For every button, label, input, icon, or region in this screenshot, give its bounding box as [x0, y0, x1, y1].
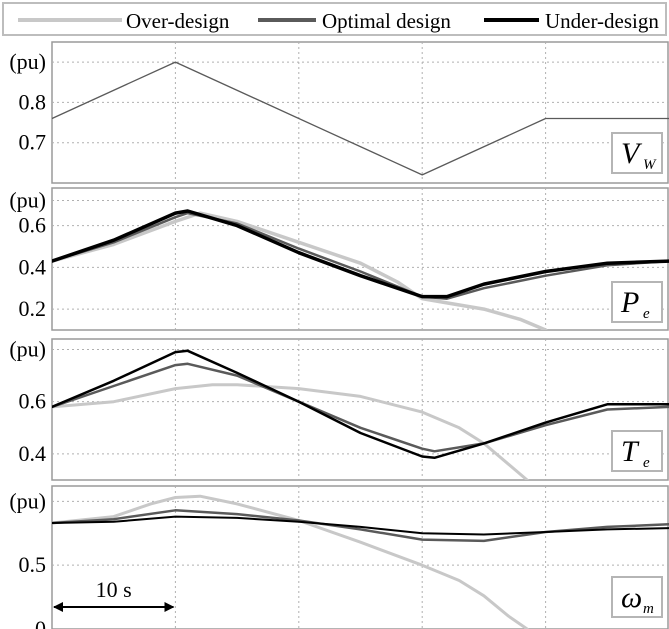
legend-label-1: Over-design	[126, 9, 230, 33]
badge-symbol: P	[620, 286, 639, 319]
y-tick-label: 0.5	[19, 552, 47, 577]
series-line-3	[52, 349, 669, 460]
y-tick-label: 0	[35, 616, 46, 629]
series-line-2	[52, 362, 669, 453]
series-line-3	[52, 515, 669, 536]
time-scale-bar: 10 s	[53, 577, 175, 612]
y-tick-label: 0.6	[19, 389, 47, 414]
y-tick-label: 0.7	[19, 130, 47, 155]
series-line-1	[52, 383, 529, 480]
legend-label-2: Optimal design	[322, 9, 451, 33]
badge-subscript: e	[643, 455, 650, 471]
y-tick-label: 0.2	[19, 296, 47, 321]
scale-bar-label: 10 s	[96, 577, 132, 602]
y-unit-label: (pu)	[9, 336, 46, 361]
panel-frame	[51, 338, 669, 481]
panel-frame	[51, 41, 669, 184]
legend-label-3: Under-design	[545, 9, 659, 33]
badge-symbol: ω	[621, 581, 642, 614]
series-line-2	[52, 211, 669, 300]
y-tick-label: 0.4	[19, 441, 47, 466]
y-tick-label: 0.8	[19, 89, 47, 114]
series-line-1	[52, 61, 669, 176]
badge-subscript: W	[643, 157, 657, 173]
badge-subscript: e	[643, 306, 650, 322]
badge-symbol: V	[621, 137, 643, 170]
y-unit-label: (pu)	[9, 488, 46, 513]
y-unit-label: (pu)	[9, 49, 46, 74]
y-tick-label: 0.6	[19, 213, 47, 238]
panel-wind-speed: (pu) 0.8 0.7 V W	[9, 41, 669, 184]
badge-subscript: m	[643, 601, 654, 617]
series-line-1	[52, 211, 548, 330]
y-unit-label: (pu)	[9, 188, 46, 213]
series-line-3	[52, 209, 669, 299]
y-tick-label: 0.4	[19, 254, 47, 279]
badge-symbol: T	[621, 435, 640, 468]
legend: Over-design Optimal design Under-design	[2, 2, 667, 36]
panel-rotor-speed: (pu) 0.5 0 ω m	[9, 485, 669, 629]
panel-frame	[51, 187, 669, 331]
